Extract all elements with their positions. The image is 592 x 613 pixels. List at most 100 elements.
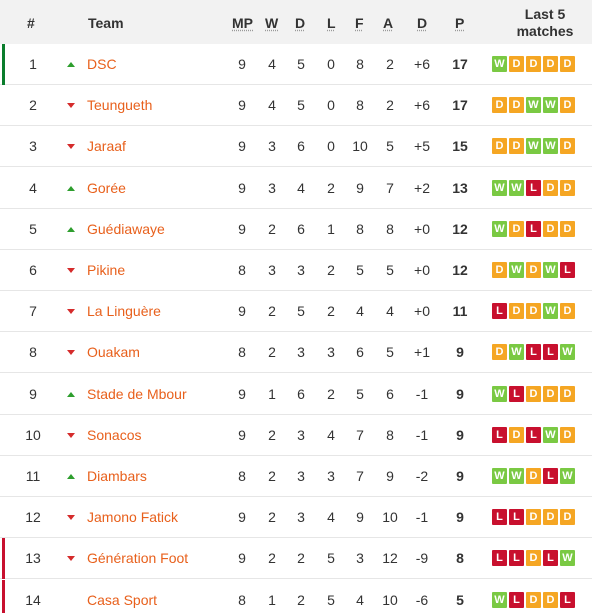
form-draw-badge[interactable]: D: [492, 262, 507, 278]
form-draw-badge[interactable]: D: [509, 97, 524, 114]
header-matches-played[interactable]: MP: [232, 15, 253, 31]
form-win-badge[interactable]: W: [543, 262, 558, 278]
form-loss-badge[interactable]: L: [526, 179, 541, 196]
form-draw-badge[interactable]: D: [509, 220, 524, 237]
form-draw-badge[interactable]: D: [492, 138, 507, 155]
form-draw-badge[interactable]: D: [560, 426, 575, 443]
form-loss-badge[interactable]: L: [543, 550, 558, 567]
form-win-badge[interactable]: W: [543, 97, 558, 114]
form-win-badge[interactable]: W: [560, 550, 575, 567]
form-win-badge[interactable]: W: [492, 179, 507, 196]
form-loss-badge[interactable]: L: [543, 344, 558, 361]
form-win-badge[interactable]: W: [509, 468, 524, 484]
form-loss-badge[interactable]: L: [492, 550, 507, 567]
team-link[interactable]: La Linguère: [87, 303, 161, 320]
form-draw-badge[interactable]: D: [543, 56, 558, 72]
form-draw-badge[interactable]: D: [526, 262, 541, 278]
form-win-badge[interactable]: W: [492, 220, 507, 237]
form-loss-badge[interactable]: L: [526, 426, 541, 443]
form-win-badge[interactable]: W: [492, 56, 507, 72]
form-win-badge[interactable]: W: [509, 179, 524, 196]
form-loss-badge[interactable]: L: [492, 303, 507, 320]
team-link[interactable]: Teungueth: [87, 97, 153, 114]
form-draw-badge[interactable]: D: [526, 468, 541, 484]
header-goals-against[interactable]: A: [383, 15, 394, 31]
form-draw-badge[interactable]: D: [560, 303, 575, 320]
form-draw-badge[interactable]: D: [526, 509, 541, 526]
form-draw-badge[interactable]: D: [509, 56, 524, 72]
form-draw-badge[interactable]: D: [526, 591, 541, 608]
form-loss-badge[interactable]: L: [526, 344, 541, 361]
header-losses[interactable]: L: [327, 15, 336, 31]
form-loss-badge[interactable]: L: [560, 591, 575, 608]
header-draws[interactable]: D: [295, 15, 306, 31]
form-draw-badge[interactable]: D: [543, 509, 558, 526]
form-win-badge[interactable]: W: [526, 97, 541, 114]
form-loss-badge[interactable]: L: [509, 385, 524, 402]
form-draw-badge[interactable]: D: [526, 385, 541, 402]
table-row: 14 8 1 2 5 4 10 -6 5 Casa Sport W L D D L: [0, 579, 592, 613]
table-row: 13 9 2 2 5 3 12 -9 8 Génération Foot L L D L W: [0, 538, 592, 580]
form-win-badge[interactable]: W: [543, 138, 558, 155]
team-link[interactable]: DSC: [87, 56, 117, 72]
header-team[interactable]: Team: [88, 15, 124, 31]
form-draw-badge[interactable]: D: [492, 344, 507, 361]
team-link[interactable]: Guédiawaye: [87, 220, 165, 237]
matches-played-cell: 9: [238, 138, 246, 155]
team-link[interactable]: Casa Sport: [87, 591, 158, 608]
header-wins[interactable]: W: [265, 15, 279, 31]
form-win-badge[interactable]: W: [543, 303, 558, 320]
form-win-badge[interactable]: W: [543, 426, 558, 443]
team-link[interactable]: Pikine: [87, 262, 126, 278]
form-loss-badge[interactable]: L: [526, 220, 541, 237]
form-win-badge[interactable]: W: [509, 344, 524, 361]
form-draw-badge[interactable]: D: [543, 385, 558, 402]
form-draw-badge[interactable]: D: [526, 303, 541, 320]
header-points[interactable]: P: [455, 15, 465, 31]
team-link[interactable]: Gorée: [87, 179, 126, 196]
form-draw-badge[interactable]: D: [560, 138, 575, 155]
form-draw-badge[interactable]: D: [543, 179, 558, 196]
form-win-badge[interactable]: W: [560, 468, 575, 484]
form-loss-badge[interactable]: L: [509, 509, 524, 526]
form-loss-badge[interactable]: L: [509, 591, 524, 608]
team-link[interactable]: Génération Foot: [87, 550, 189, 567]
form-draw-badge[interactable]: D: [509, 426, 524, 443]
team-link[interactable]: Sonacos: [87, 426, 142, 443]
header-goal-difference[interactable]: D: [417, 15, 428, 31]
team-link[interactable]: Jamono Fatick: [87, 509, 179, 526]
form-win-badge[interactable]: W: [492, 468, 507, 484]
form-loss-badge[interactable]: L: [543, 468, 558, 484]
form-win-badge[interactable]: W: [492, 385, 507, 402]
form-draw-badge[interactable]: D: [526, 56, 541, 72]
form-win-badge[interactable]: W: [526, 138, 541, 155]
form-loss-badge[interactable]: L: [492, 509, 507, 526]
form-draw-badge[interactable]: D: [560, 220, 575, 237]
form-draw-badge[interactable]: D: [526, 550, 541, 567]
draws-cell: 5: [297, 56, 305, 72]
form-draw-badge[interactable]: D: [543, 591, 558, 608]
header-goals-for[interactable]: F: [355, 15, 364, 31]
rank-cell: 1: [29, 56, 37, 72]
form-draw-badge[interactable]: D: [560, 509, 575, 526]
form-win-badge[interactable]: W: [492, 591, 507, 608]
form-loss-badge[interactable]: L: [509, 550, 524, 567]
team-link[interactable]: Jaraaf: [87, 138, 126, 155]
losses-cell: 2: [327, 179, 335, 196]
team-link[interactable]: Stade de Mbour: [87, 385, 187, 402]
form-draw-badge[interactable]: D: [543, 220, 558, 237]
form-loss-badge[interactable]: L: [560, 262, 575, 278]
form-draw-badge[interactable]: D: [560, 97, 575, 114]
form-draw-badge[interactable]: D: [560, 179, 575, 196]
team-link[interactable]: Diambars: [87, 468, 147, 484]
form-draw-badge[interactable]: D: [492, 97, 507, 114]
form-win-badge[interactable]: W: [509, 262, 524, 278]
form-draw-badge[interactable]: D: [560, 56, 575, 72]
losses-cell: 3: [327, 344, 335, 361]
form-loss-badge[interactable]: L: [492, 426, 507, 443]
form-draw-badge[interactable]: D: [560, 385, 575, 402]
form-win-badge[interactable]: W: [560, 344, 575, 361]
team-link[interactable]: Ouakam: [87, 344, 140, 361]
form-draw-badge[interactable]: D: [509, 303, 524, 320]
form-draw-badge[interactable]: D: [509, 138, 524, 155]
